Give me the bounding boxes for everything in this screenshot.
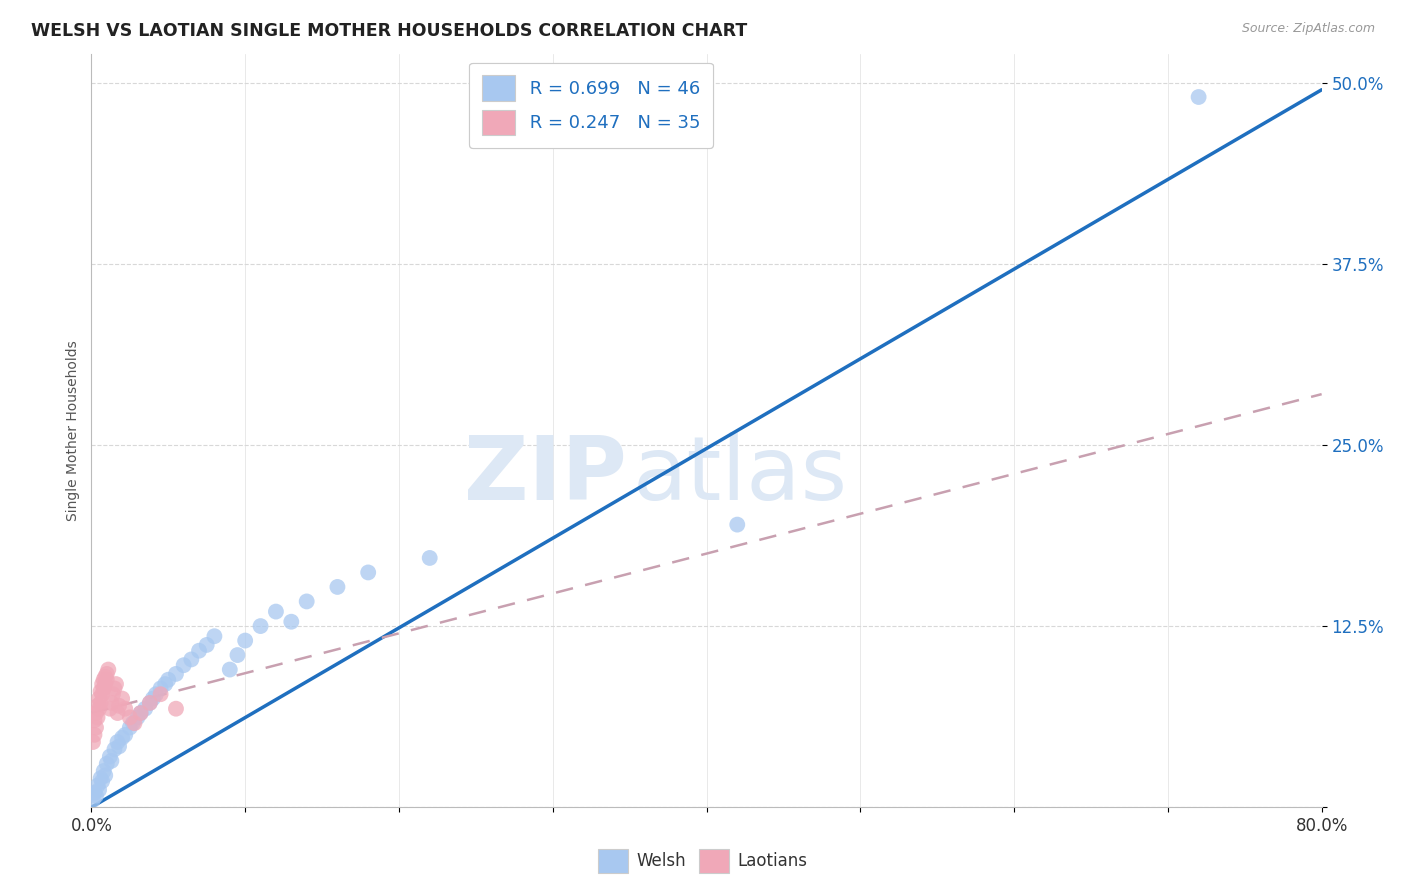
Point [180, 652, 202, 666]
Text: ZIP: ZIP [464, 432, 627, 519]
Point [326, 580, 349, 594]
Point [226, 648, 249, 662]
Point [218, 663, 240, 677]
Point [107, 706, 129, 720]
Point [100, 754, 122, 768]
Point [82, 793, 104, 807]
Point [98, 701, 121, 715]
Point [105, 677, 127, 691]
Point [94, 670, 117, 684]
Point [98, 749, 121, 764]
Point [357, 566, 380, 580]
Point [295, 594, 318, 608]
Point [86, 710, 108, 724]
Point [114, 728, 136, 742]
Point [165, 667, 187, 681]
Point [83, 786, 105, 800]
Point [90, 684, 112, 698]
Point [145, 687, 167, 701]
Point [118, 710, 141, 724]
Point [93, 764, 115, 778]
Point [111, 691, 134, 706]
Point [96, 756, 118, 771]
Point [103, 742, 125, 756]
Point [87, 701, 110, 715]
Point [108, 739, 131, 754]
Point [91, 687, 114, 701]
Point [96, 673, 118, 687]
Point [134, 701, 156, 715]
Point [165, 701, 187, 715]
Text: Source: ZipAtlas.com: Source: ZipAtlas.com [1241, 22, 1375, 36]
Point [84, 789, 107, 803]
Point [94, 677, 117, 691]
Y-axis label: Single Mother Households: Single Mother Households [66, 340, 80, 521]
Point [111, 731, 134, 745]
Point [173, 658, 195, 673]
Text: atlas: atlas [633, 432, 848, 519]
Point [139, 696, 162, 710]
Point [94, 768, 117, 782]
Point [101, 687, 124, 701]
Point [129, 706, 152, 720]
Point [153, 677, 177, 691]
Point [124, 716, 146, 731]
Point [118, 721, 141, 735]
Point [90, 771, 112, 786]
Point [86, 698, 108, 713]
Point [202, 629, 225, 643]
Point [91, 677, 114, 691]
Point [127, 710, 149, 724]
Point [264, 605, 287, 619]
Point [195, 638, 218, 652]
Point [139, 696, 162, 710]
Point [108, 698, 131, 713]
Point [149, 687, 172, 701]
Point [725, 517, 748, 532]
Point [87, 691, 110, 706]
Legend: Welsh, Laotians: Welsh, Laotians [592, 842, 814, 880]
Point [93, 673, 115, 687]
Point [107, 735, 129, 749]
Point [86, 779, 108, 793]
Point [419, 551, 441, 566]
Point [91, 774, 114, 789]
Point [82, 735, 104, 749]
Point [87, 783, 110, 797]
Point [1187, 90, 1209, 104]
Point [129, 706, 152, 720]
Point [96, 667, 118, 681]
Point [84, 706, 107, 720]
Point [280, 615, 302, 629]
Text: WELSH VS LAOTIAN SINGLE MOTHER HOUSEHOLDS CORRELATION CHART: WELSH VS LAOTIAN SINGLE MOTHER HOUSEHOLD… [31, 22, 747, 40]
Point [149, 681, 172, 696]
Point [97, 663, 120, 677]
Point [93, 681, 115, 696]
Point [90, 696, 112, 710]
Point [122, 716, 145, 731]
Point [83, 714, 105, 728]
Point [114, 701, 136, 715]
Point [83, 728, 105, 742]
Legend:  R = 0.699   N = 46,  R = 0.247   N = 35: R = 0.699 N = 46, R = 0.247 N = 35 [470, 62, 713, 148]
Point [233, 633, 256, 648]
Point [100, 696, 122, 710]
Point [249, 619, 271, 633]
Point [157, 673, 180, 687]
Point [103, 681, 125, 696]
Point [142, 691, 165, 706]
Point [188, 644, 211, 658]
Point [84, 721, 107, 735]
